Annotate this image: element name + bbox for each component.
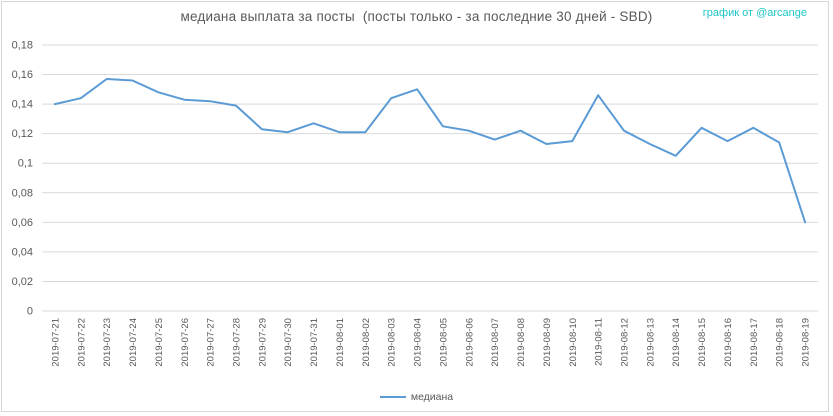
y-tick-label: 0,12 <box>12 128 33 140</box>
x-tick-label: 2019-08-05 <box>438 318 449 367</box>
x-tick-label: 2019-08-13 <box>645 318 656 367</box>
x-tick-label: 2019-08-07 <box>490 318 501 367</box>
x-tick-label: 2019-08-04 <box>413 318 424 367</box>
x-tick-label: 2019-08-17 <box>749 318 760 367</box>
x-tick-label: 2019-07-24 <box>128 318 139 367</box>
x-tick-label: 2019-07-30 <box>283 318 294 367</box>
x-tick-label: 2019-07-31 <box>309 318 320 367</box>
x-tick-label: 2019-08-10 <box>568 318 579 367</box>
series-line-медиана <box>53 78 807 224</box>
x-tick-label: 2019-08-11 <box>594 318 605 366</box>
x-tick-label: 2019-08-19 <box>801 318 812 367</box>
legend: медиана <box>0 391 833 403</box>
x-tick-label: 2019-08-15 <box>697 318 708 367</box>
y-tick-label: 0,18 <box>12 40 33 52</box>
x-tick-label: 2019-07-25 <box>154 318 165 367</box>
legend-line-marker <box>379 396 406 398</box>
y-tick-label: 0,1 <box>18 158 33 170</box>
x-tick-label: 2019-07-26 <box>180 318 191 367</box>
x-tick-label: 2019-07-27 <box>206 318 217 367</box>
y-tick-label: 0,16 <box>12 69 33 81</box>
x-tick-label: 2019-08-06 <box>464 318 475 367</box>
x-tick-label: 2019-08-14 <box>671 318 682 367</box>
y-tick-label: 0,14 <box>12 99 33 111</box>
y-axis-labels: 0 0,02 0,04 0,06 0,08 0,1 0,12 0,14 0,16 0,18 <box>12 40 33 318</box>
x-tick-label: 2019-08-18 <box>775 318 786 367</box>
x-tick-label: 2019-08-01 <box>335 318 346 367</box>
chart-title: медиана выплата за посты (посты только -… <box>180 9 653 24</box>
x-tick-label: 2019-07-21 <box>50 318 61 367</box>
watermark-credit: график от @arcange <box>702 7 807 19</box>
x-tick-label: 2019-07-28 <box>232 318 243 367</box>
x-tick-label: 2019-08-02 <box>361 318 372 367</box>
x-tick-label: 2019-08-09 <box>542 318 553 367</box>
x-tick-label: 2019-08-03 <box>387 318 398 367</box>
x-tick-label: 2019-07-23 <box>102 318 113 367</box>
legend-series-label: медиана <box>410 391 454 403</box>
y-tick-label: 0 <box>27 306 33 318</box>
x-tick-label: 2019-08-08 <box>516 318 527 367</box>
y-tick-label: 0,06 <box>12 217 33 229</box>
x-axis-labels: 2019-07-21 2019-07-22 2019-07-23 2019-07-24… <box>50 318 811 367</box>
y-tick-label: 0,02 <box>12 276 33 288</box>
gridlines <box>42 44 818 312</box>
x-tick-label: 2019-07-29 <box>257 318 268 367</box>
x-tick-label: 2019-07-22 <box>76 318 87 367</box>
x-tick-label: 2019-08-12 <box>620 318 631 367</box>
x-tick-label: 2019-08-16 <box>723 318 734 367</box>
y-tick-label: 0,04 <box>12 246 33 258</box>
y-tick-label: 0,08 <box>12 187 33 199</box>
